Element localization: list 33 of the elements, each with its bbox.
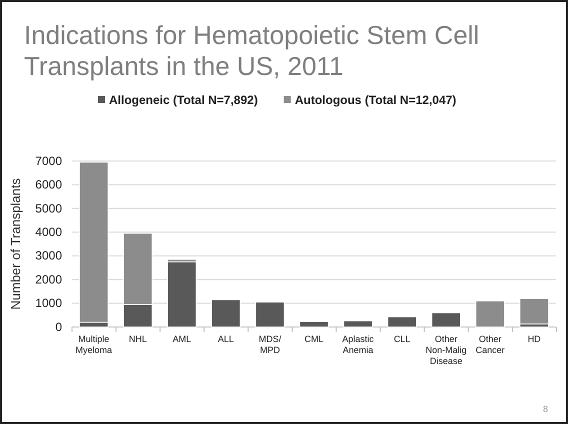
legend-label: Autologous (Total N=12,047) [294,93,456,107]
x-tick-label: HD [528,334,542,344]
bar [343,320,373,328]
x-tick-label: Multiple Myeloma [76,334,112,355]
bar [387,316,417,328]
bar [475,300,505,328]
y-tick-label: 3000 [35,248,62,263]
x-tick-label: AML [172,334,192,344]
x-tick-label: Aplastic Anemia [342,334,374,355]
bar [167,261,197,328]
y-tick-label: 4000 [35,224,62,239]
bar [211,299,241,328]
bar [519,298,549,324]
x-tick-label: CML [304,334,324,344]
x-tick-label: Other Non-Malig Disease [426,334,467,366]
bar [431,312,461,328]
y-tick-label: 6000 [35,178,62,192]
legend-label: Allogeneic (Total N=7,892) [109,93,258,107]
y-tick-label: 0 [55,320,62,334]
x-tick-label: CLL [394,334,410,344]
x-tick-label: ALL [218,334,234,344]
y-axis-title: Number of Transplants [8,178,23,310]
y-tick-label: 2000 [35,272,62,286]
chart-title: Indications for Hematopoietic Stem Cell Transplants in the US, 2011 [24,20,480,81]
bar [255,302,285,328]
x-tick-label: NHL [128,334,147,344]
y-tick-label: 1000 [35,296,62,310]
y-tick-label: 5000 [35,201,62,216]
y-tick-label: 7000 [35,154,62,168]
text: 8 [542,404,548,414]
bar [299,321,329,328]
x-tick-label: MDS/MPD [258,334,282,355]
x-tick-label: Other Cancer [476,334,505,355]
